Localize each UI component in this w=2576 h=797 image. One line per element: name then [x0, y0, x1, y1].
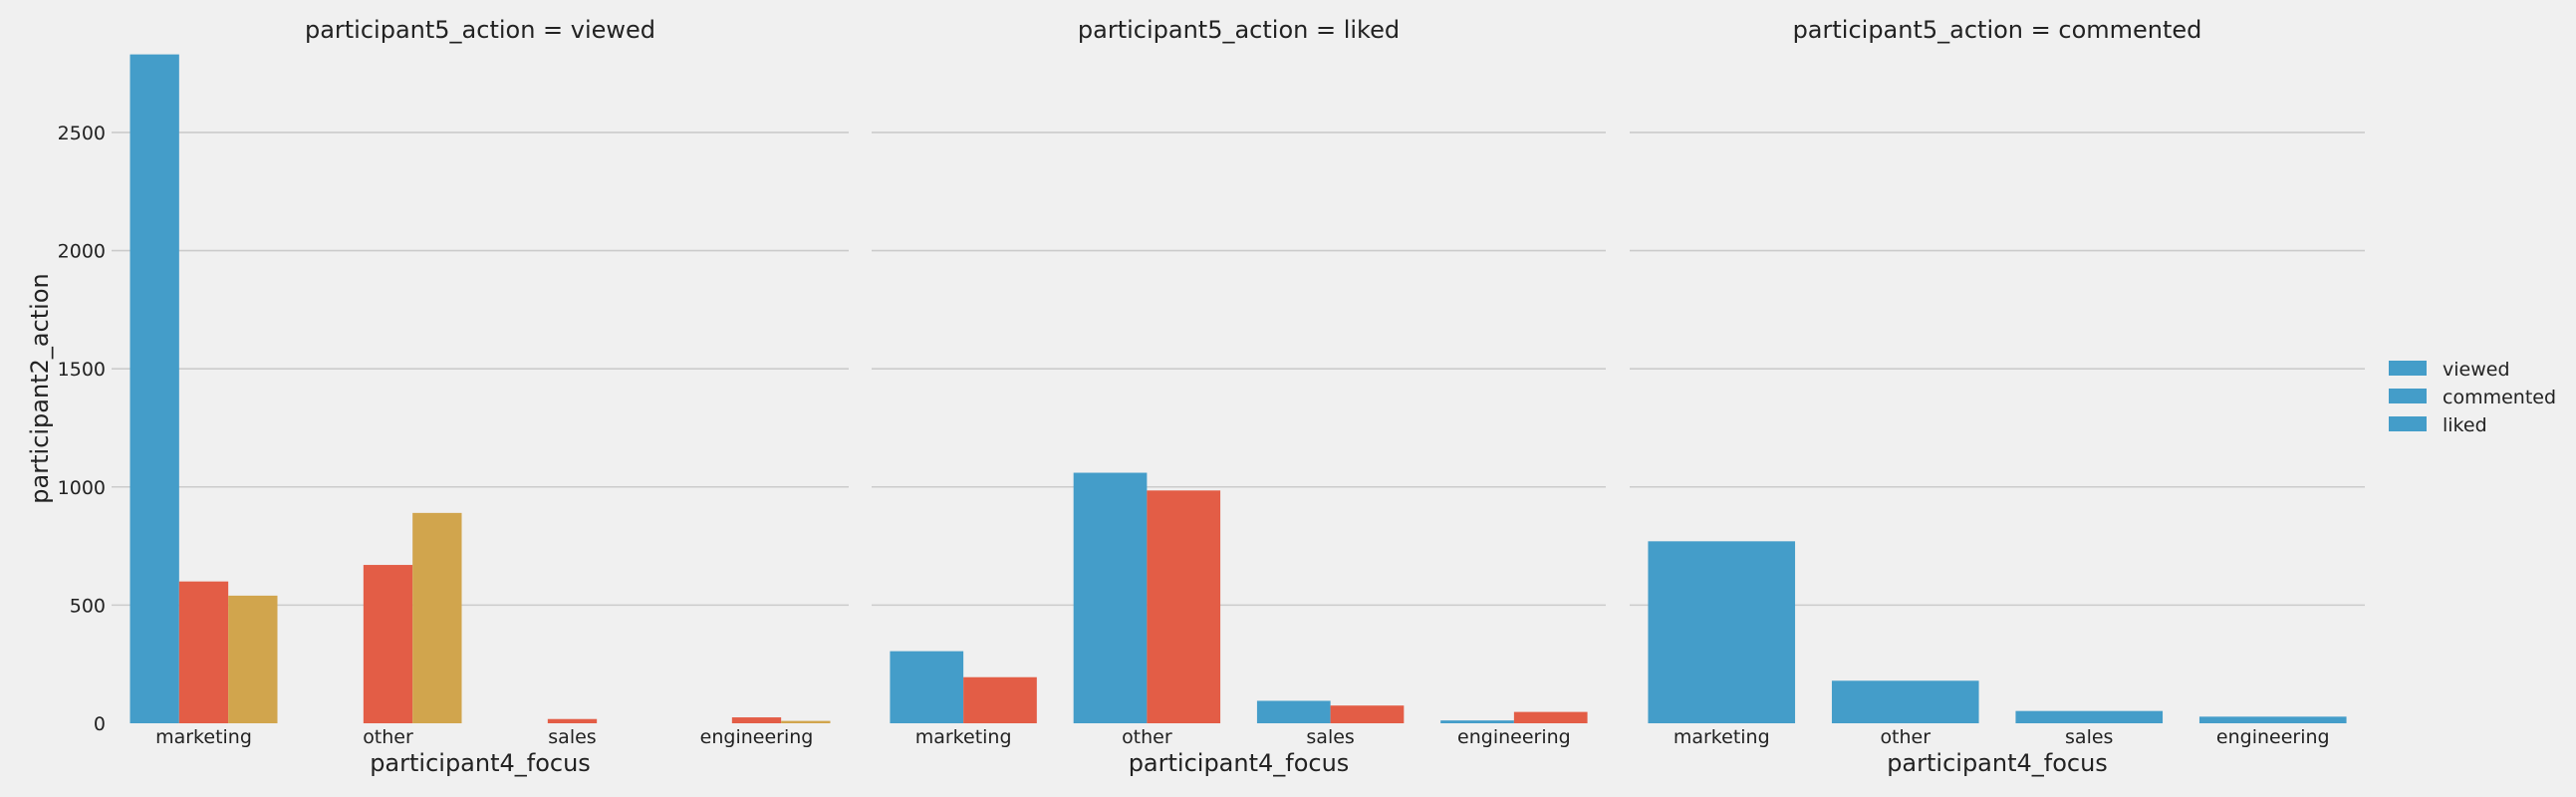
x-tick-label: marketing: [155, 726, 252, 748]
bar: [1256, 700, 1331, 723]
x-tick-label: sales: [2065, 726, 2113, 748]
legend-label: liked: [2443, 414, 2487, 436]
facet-panel: participant5_action = liked marketing othe…: [872, 16, 1606, 777]
bar: [129, 54, 179, 724]
x-tick-label: other: [363, 726, 413, 748]
bar: [1440, 720, 1514, 723]
x-axis-label: participant4_focus: [1887, 749, 2108, 777]
y-tick-label: 1500: [58, 359, 106, 381]
facet-title: participant5_action = liked: [1078, 16, 1400, 44]
x-axis-label: participant4_focus: [1129, 749, 1350, 777]
facet-title: participant5_action = commented: [1793, 16, 2202, 44]
x-tick-label: engineering: [700, 726, 814, 748]
x-axis-label: participant4_focus: [370, 749, 591, 777]
x-tick-label: engineering: [1457, 726, 1571, 748]
legend-swatch: [2389, 389, 2427, 403]
bar: [228, 595, 278, 723]
y-axis-label: participant2_action: [26, 273, 54, 503]
y-tick-label: 500: [70, 595, 106, 617]
x-tick-label: sales: [548, 726, 596, 748]
bar: [1831, 680, 1979, 723]
y-tick-label: 0: [94, 713, 106, 735]
y-tick-label: 2500: [58, 123, 106, 144]
x-tick-label: other: [1880, 726, 1931, 748]
bar: [363, 565, 413, 723]
bar: [1073, 472, 1148, 723]
facet-panel: 0 500 1000 1500 2000 2500 participant5_action …: [58, 16, 849, 777]
bar: [781, 720, 831, 723]
bar: [1648, 541, 1796, 723]
legend-label: viewed: [2443, 359, 2510, 381]
bar: [1147, 490, 1221, 723]
bar: [547, 718, 598, 723]
bar: [2015, 710, 2164, 723]
bar: [890, 651, 964, 723]
panels: 0 500 1000 1500 2000 2500 participant5_action …: [58, 16, 2365, 777]
bar: [1330, 705, 1405, 723]
legend-label: commented: [2443, 387, 2556, 408]
bar: [178, 581, 229, 723]
x-tick-label: sales: [1306, 726, 1354, 748]
facet-panel: participant5_action = commented marketing…: [1630, 16, 2365, 777]
x-tick-label: other: [1122, 726, 1172, 748]
x-tick-label: marketing: [915, 726, 1012, 748]
bar: [963, 676, 1037, 723]
bar: [2198, 716, 2347, 723]
y-tick-label: 1000: [58, 477, 106, 499]
x-tick-label: engineering: [2216, 726, 2330, 748]
bar: [412, 512, 462, 723]
x-tick-label: marketing: [1674, 726, 1770, 748]
facet-title: participant5_action = viewed: [305, 16, 655, 44]
legend-swatch: [2389, 416, 2427, 431]
legend: viewed commented liked: [2389, 359, 2556, 436]
legend-swatch: [2389, 361, 2427, 376]
bar: [1513, 711, 1588, 723]
y-tick-label: 2000: [58, 241, 106, 263]
bar: [731, 717, 782, 723]
